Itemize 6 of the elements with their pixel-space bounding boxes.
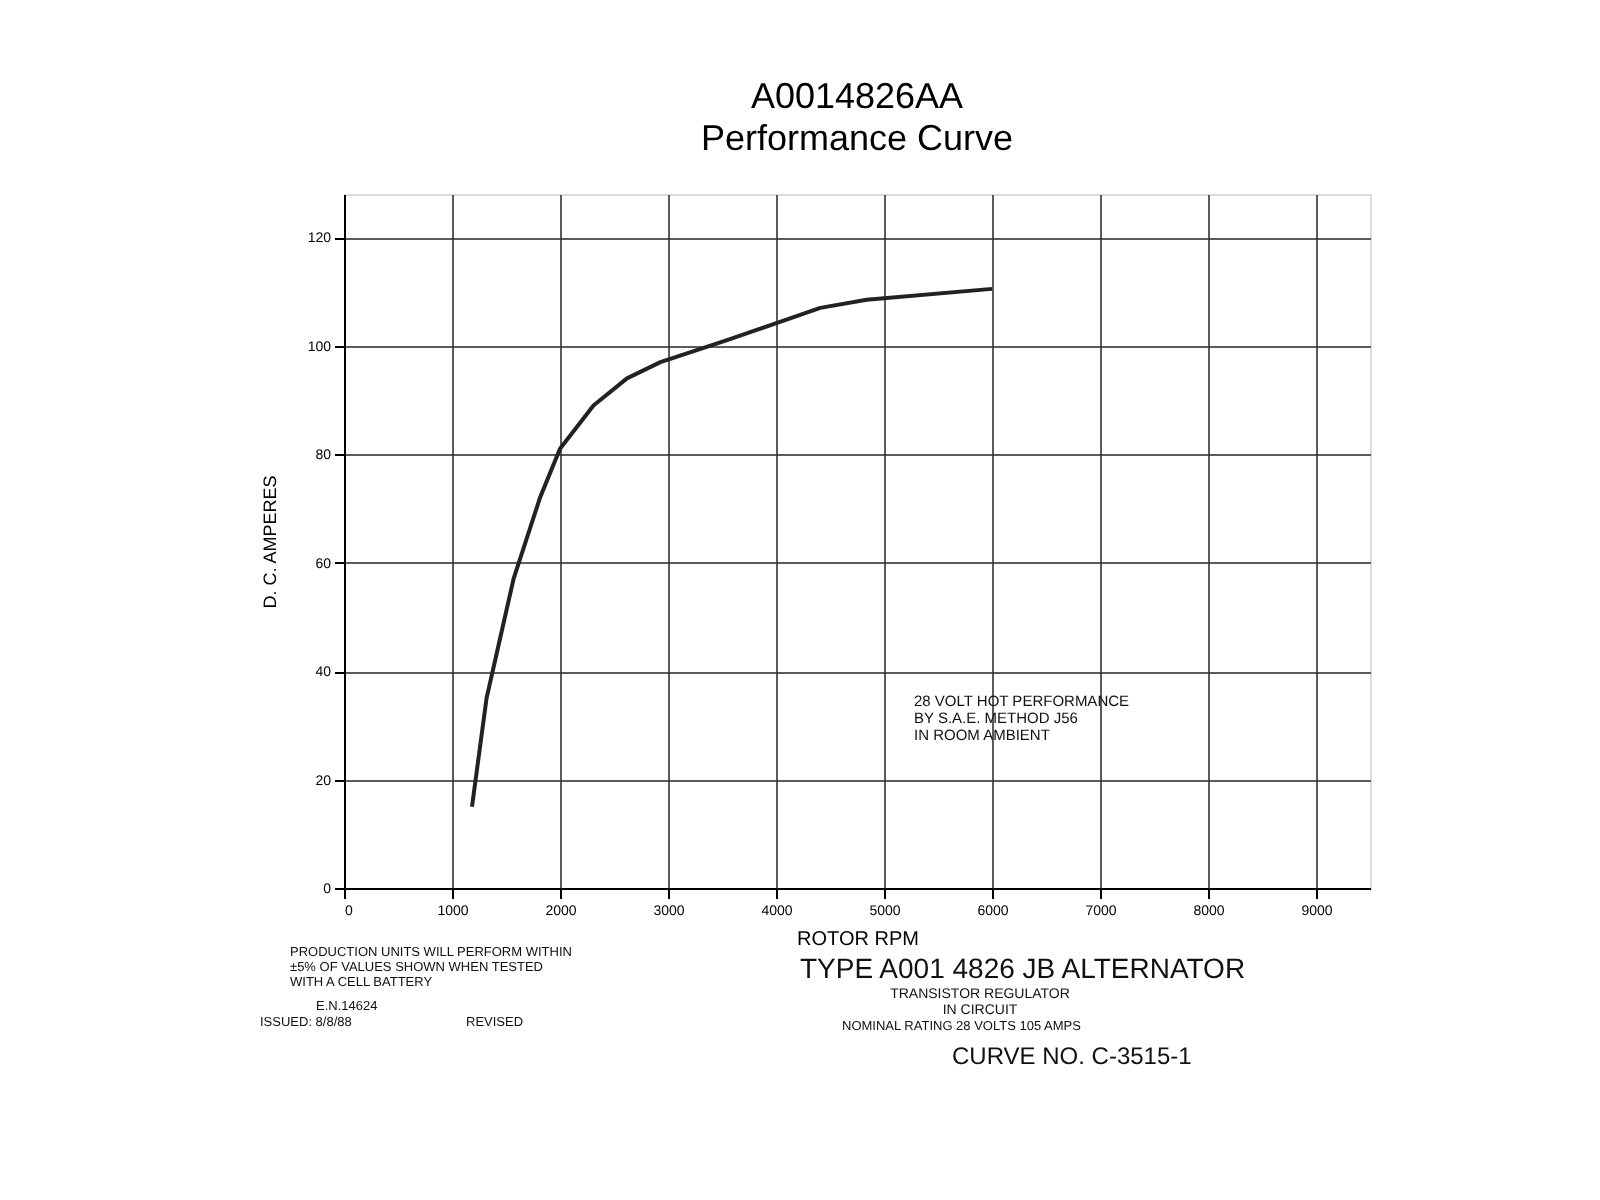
y-axis-title: D. C. AMPERES: [259, 475, 280, 609]
chart-title: A0014826AA: [750, 76, 964, 116]
text: TYPE A001 4826 JB ALTERNATOR: [800, 952, 1246, 984]
text: CURVE NO. C-3515-1: [952, 1042, 1193, 1070]
x-axis-title: ROTOR RPM: [797, 929, 919, 951]
chart-subtitle: Performance Curve: [700, 118, 1014, 158]
